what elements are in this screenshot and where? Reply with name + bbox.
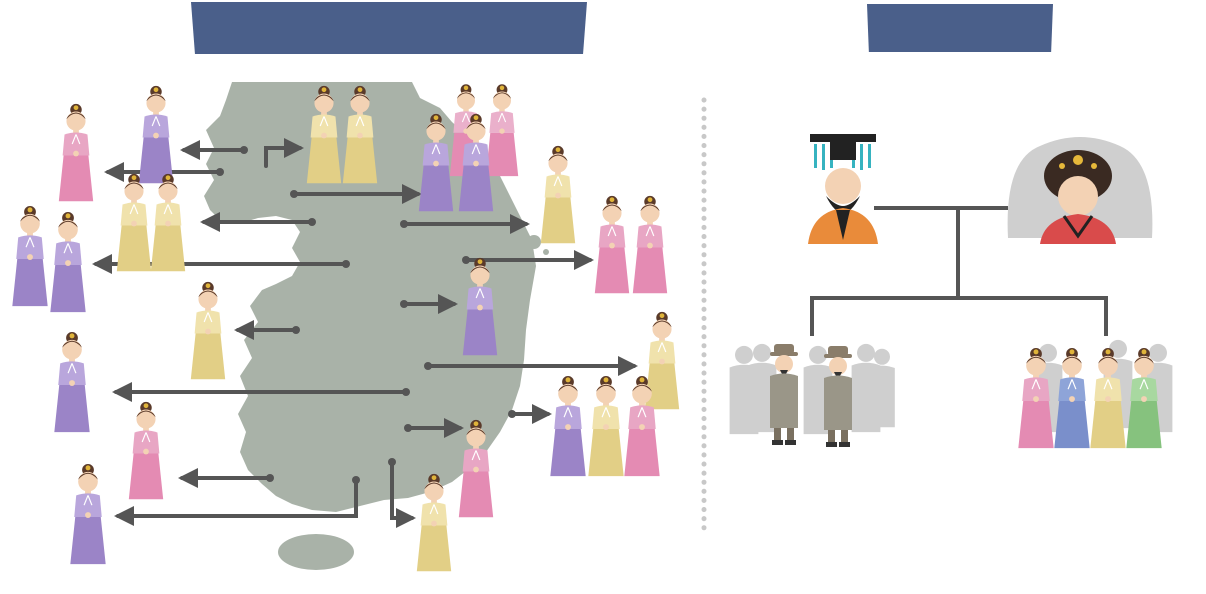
queen-icon [1007, 137, 1153, 244]
left-title-banner [191, 2, 587, 54]
hierarchy-lines [810, 206, 1108, 336]
arrows [92, 138, 638, 528]
court-ladies-group [1017, 339, 1173, 449]
official-icon [770, 344, 798, 445]
king-icon [808, 134, 878, 244]
right-title-banner [867, 4, 1053, 52]
officials-group [729, 343, 895, 447]
jeju-island [278, 534, 354, 570]
peninsula-map [204, 82, 549, 570]
arrow-origins [216, 146, 516, 484]
official-icon [824, 346, 852, 447]
